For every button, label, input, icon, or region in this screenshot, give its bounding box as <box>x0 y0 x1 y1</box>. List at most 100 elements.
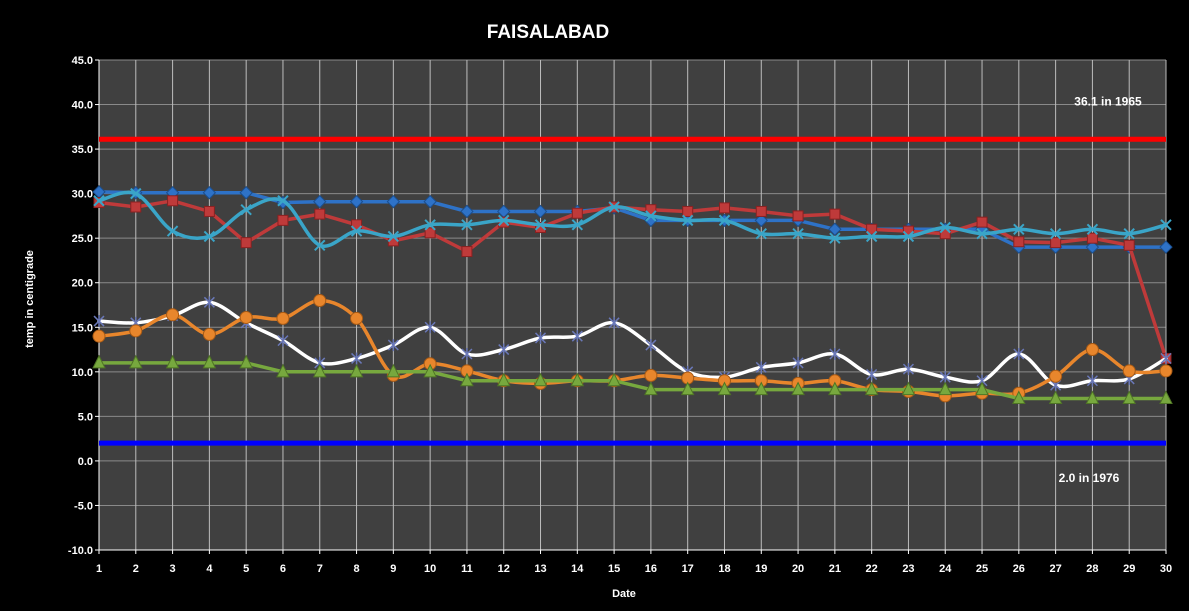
series-2-point <box>976 228 988 240</box>
series-0-point <box>202 186 217 200</box>
series-4-point <box>202 327 216 341</box>
x-tick-label: 30 <box>1160 563 1172 575</box>
series-2 <box>93 187 1172 252</box>
series-1-point <box>203 205 215 217</box>
series-3-point <box>1160 352 1172 365</box>
series-5-point <box>165 354 180 369</box>
series-1-point <box>976 216 988 228</box>
x-tick-label: 1 <box>96 563 102 575</box>
x-axis-ticks: 1 2 3 4 5 6 7 8 9 10 11 12 13 14 15 16 17 18 19 20 21 22 23 24 2… <box>96 550 1172 575</box>
series-3-line <box>97 300 1168 389</box>
series-4-point <box>166 308 180 322</box>
series-3-point <box>608 316 620 329</box>
series-4-point <box>350 311 364 325</box>
y-tick-label: 30.0 <box>72 189 93 201</box>
series-2-line <box>97 190 1168 248</box>
series-5-point <box>938 381 953 396</box>
series-2-point <box>829 232 841 244</box>
series-1-point <box>130 201 142 213</box>
series-3-point <box>498 343 510 356</box>
series-2-point <box>498 214 510 227</box>
series-1-point <box>829 208 841 220</box>
y-tick-label: -10.0 <box>68 545 93 557</box>
series-2-point <box>240 203 252 216</box>
series-5-point <box>901 381 916 396</box>
x-tick-label: 25 <box>976 563 988 575</box>
x-tick-label: 6 <box>280 563 286 575</box>
series-3-point <box>902 363 914 376</box>
series-5-point <box>1085 390 1100 405</box>
series-3-point <box>1086 374 1098 387</box>
x-tick-label: 17 <box>682 563 694 575</box>
series-1-point <box>571 207 583 219</box>
gridlines <box>98 59 1167 551</box>
series-2-point <box>902 230 915 243</box>
series-2-point <box>277 195 289 207</box>
series-5-point <box>128 354 143 369</box>
series-3-point <box>387 339 399 352</box>
x-tick-label: 14 <box>571 563 584 575</box>
x-axis-label: Date <box>612 588 636 600</box>
series-5-point <box>1012 390 1026 405</box>
series-1-point <box>1086 232 1098 244</box>
y-tick-label: -5.0 <box>74 500 93 512</box>
x-tick-label: 24 <box>939 563 952 575</box>
series-1-point <box>167 195 179 207</box>
series-1-point <box>866 223 878 235</box>
y-tick-label: 45.0 <box>72 55 93 67</box>
series-5-point <box>349 363 364 378</box>
series-5-point <box>1159 390 1173 405</box>
series-2-point <box>130 187 142 200</box>
x-tick-label: 21 <box>829 563 841 575</box>
series-5-point <box>386 363 401 378</box>
series-0-point <box>1085 240 1100 254</box>
x-tick-label: 27 <box>1049 563 1061 575</box>
series-5-point <box>276 363 290 378</box>
x-tick-label: 20 <box>792 563 804 575</box>
series-5-point <box>791 381 805 396</box>
series-4-point <box>313 294 327 308</box>
series-5-point <box>754 381 769 396</box>
series-4-point <box>1085 343 1099 357</box>
series-5-point <box>717 381 732 396</box>
series-3-point <box>571 330 583 343</box>
series-2-point <box>203 230 216 243</box>
series-1-point <box>1013 236 1025 248</box>
series-2-point <box>718 214 731 227</box>
series-2-point <box>1160 219 1172 231</box>
series-5-point <box>202 354 217 369</box>
series-3-point <box>203 296 215 309</box>
y-tick-label: 0.0 <box>78 456 93 468</box>
series-2-point <box>645 210 657 222</box>
series-1-point <box>240 237 252 249</box>
series-3-point <box>534 331 547 344</box>
series-0-point <box>239 186 253 200</box>
series-1-point <box>1123 239 1135 251</box>
series-0-point <box>423 194 437 209</box>
series-5-point <box>533 372 548 387</box>
series-0-point <box>386 194 401 209</box>
series-3-point <box>461 348 473 360</box>
x-tick-label: 5 <box>243 563 249 575</box>
series-5-point <box>644 381 658 396</box>
x-tick-label: 13 <box>534 563 546 575</box>
series-5-point <box>460 372 474 387</box>
y-tick-label: 20.0 <box>72 278 93 290</box>
series-0-point <box>313 194 327 209</box>
y-tick-label: 25.0 <box>72 233 93 245</box>
series-0-point <box>828 222 842 236</box>
series-4-point <box>1122 364 1136 378</box>
series-5-point <box>312 363 327 378</box>
reference-lines: 36.1 in 1965 2.0 in 1976 <box>99 94 1166 485</box>
series-5-point <box>496 372 511 387</box>
x-tick-label: 11 <box>461 563 473 575</box>
x-tick-label: 4 <box>206 563 213 575</box>
x-tick-label: 3 <box>170 563 176 575</box>
x-tick-label: 9 <box>390 563 396 575</box>
x-tick-label: 12 <box>498 563 510 575</box>
series-1-point <box>682 205 694 217</box>
series-1-point <box>792 210 804 222</box>
x-tick-label: 16 <box>645 563 657 575</box>
series-3-point <box>866 368 878 381</box>
series-5-point <box>680 381 695 396</box>
